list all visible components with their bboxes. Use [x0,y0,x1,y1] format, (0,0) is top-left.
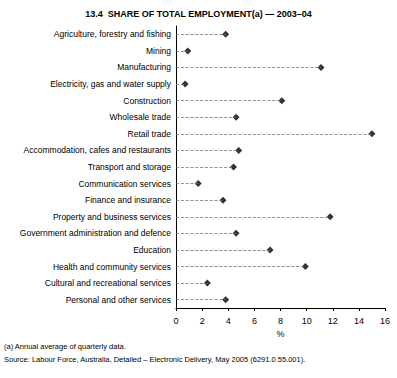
svg-text:10: 10 [302,316,312,326]
svg-text:Mining: Mining [146,46,171,56]
svg-text:4: 4 [226,316,231,326]
svg-text:Communication services: Communication services [78,179,171,189]
svg-text:Retail trade: Retail trade [128,129,172,139]
svg-text:13.4 SHARE OF TOTAL EMPLOYMEN: 13.4 SHARE OF TOTAL EMPLOYMENT(a) — 2003… [85,9,312,19]
svg-text:Construction: Construction [123,96,171,106]
svg-text:Source: Labour Force, Australi: Source: Labour Force, Australia, Detaile… [4,355,305,364]
svg-text:2: 2 [200,316,205,326]
svg-text:0: 0 [173,316,178,326]
svg-text:(a) Annual average of quarterl: (a) Annual average of quarterly data. [4,342,126,351]
svg-text:Health and community services: Health and community services [53,262,171,272]
svg-text:Wholesale trade: Wholesale trade [110,112,172,122]
svg-text:8: 8 [278,316,283,326]
svg-text:14: 14 [354,316,364,326]
svg-text:Personal and other services: Personal and other services [66,295,171,305]
svg-text:Transport and storage: Transport and storage [88,162,172,172]
svg-text:16: 16 [380,316,390,326]
svg-text:Government administration and: Government administration and defence [20,228,171,238]
svg-text:Education: Education [133,245,171,255]
svg-text:Manufacturing: Manufacturing [117,62,171,72]
svg-text:Agriculture, forestry and fish: Agriculture, forestry and fishing [54,29,171,39]
svg-text:6: 6 [252,316,257,326]
svg-text:Electricity, gas and water sup: Electricity, gas and water supply [50,79,172,89]
svg-text:12: 12 [328,316,338,326]
svg-text:Accommodation, cafes and resta: Accommodation, cafes and restaurants [24,145,171,155]
svg-text:%: % [276,329,284,339]
svg-text:Finance and insurance: Finance and insurance [85,195,171,205]
svg-text:Cultural and recreational serv: Cultural and recreational services [45,278,171,288]
svg-text:Property and business services: Property and business services [53,212,171,222]
